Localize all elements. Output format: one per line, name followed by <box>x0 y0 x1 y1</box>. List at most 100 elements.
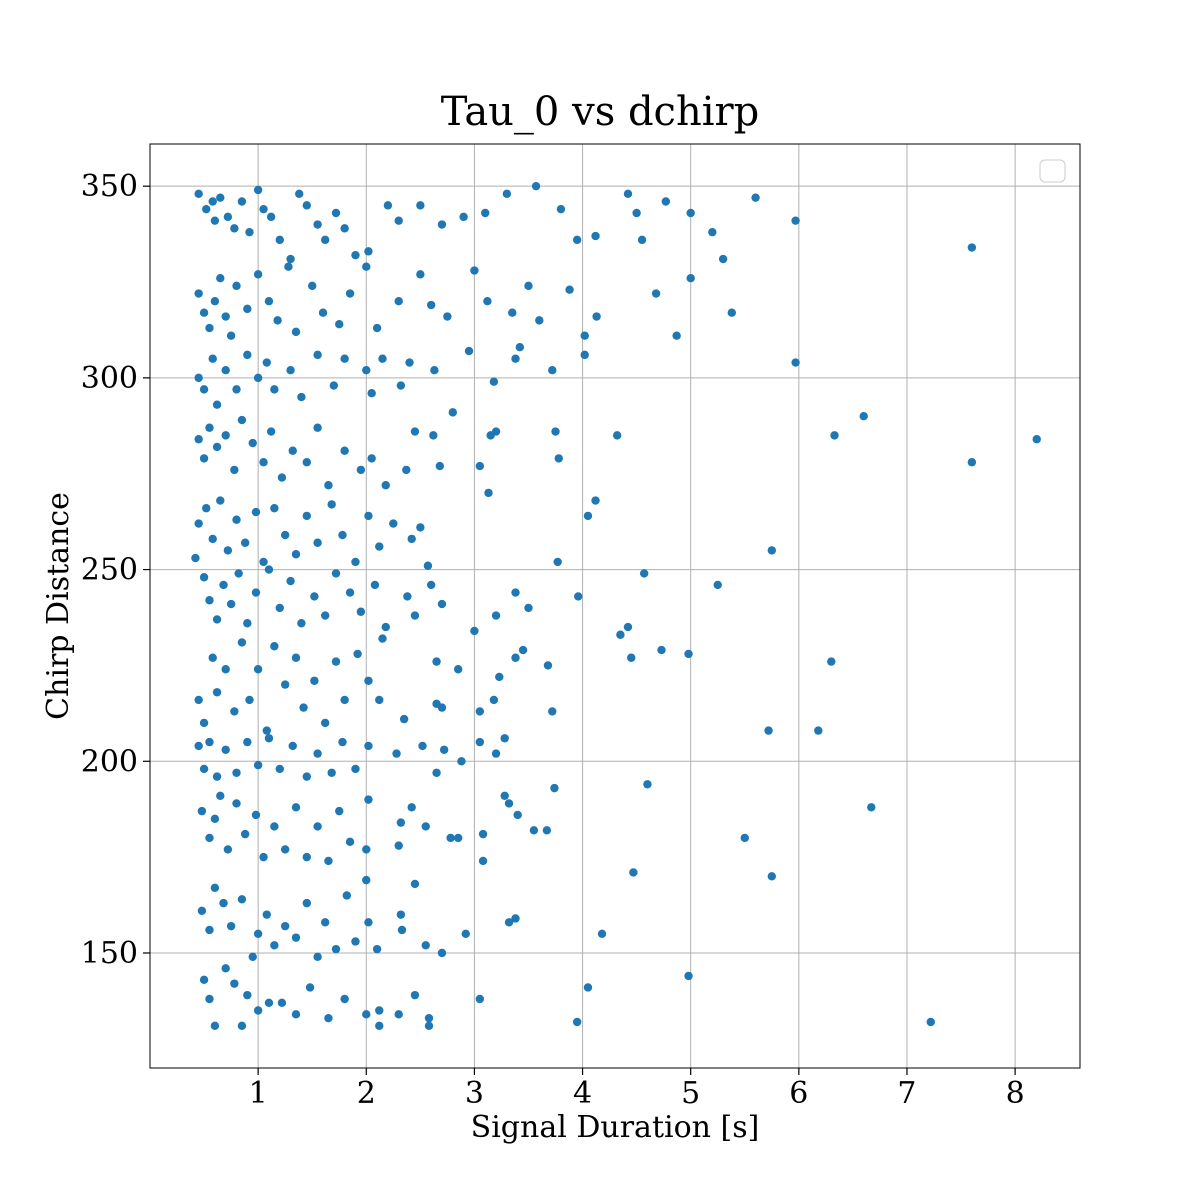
data-point <box>421 941 430 950</box>
x-tick-label: 4 <box>573 1076 592 1111</box>
data-point <box>362 262 371 271</box>
data-point <box>302 201 312 210</box>
data-point <box>513 810 522 820</box>
data-point <box>967 458 977 467</box>
data-point <box>313 350 322 360</box>
data-point <box>340 446 349 455</box>
data-point <box>397 925 407 935</box>
data-point <box>580 331 589 340</box>
data-point <box>429 431 438 440</box>
data-point <box>199 454 209 463</box>
data-point <box>392 749 401 758</box>
data-point <box>197 906 207 916</box>
data-point <box>362 875 371 885</box>
plot-frame <box>149 143 1081 1069</box>
data-point <box>297 619 306 628</box>
data-point <box>280 921 290 931</box>
data-point <box>791 216 800 225</box>
data-point <box>230 707 239 716</box>
data-point <box>394 296 403 306</box>
data-point <box>216 496 225 505</box>
data-point <box>221 431 230 440</box>
data-point <box>550 783 559 793</box>
data-point <box>727 308 736 317</box>
data-point <box>216 791 225 800</box>
data-point <box>313 952 322 962</box>
data-point <box>259 458 268 467</box>
data-point <box>199 573 209 582</box>
data-point <box>237 415 247 425</box>
data-point <box>475 707 485 716</box>
data-point <box>266 427 276 436</box>
data-point <box>475 994 485 1004</box>
data-point <box>426 580 436 590</box>
data-point <box>370 580 380 590</box>
data-point <box>194 741 203 751</box>
data-point <box>583 511 593 521</box>
data-point <box>275 235 284 245</box>
data-point <box>259 204 268 214</box>
data-point <box>232 799 241 808</box>
data-point <box>396 910 406 919</box>
data-point <box>489 377 499 386</box>
data-point <box>262 726 271 735</box>
x-tick-label: 2 <box>357 1076 376 1111</box>
data-point <box>457 757 466 766</box>
data-point <box>302 511 312 521</box>
data-point <box>591 496 600 505</box>
data-point <box>367 389 376 398</box>
data-point <box>318 308 328 317</box>
data-point <box>459 212 468 222</box>
data-point <box>245 227 254 237</box>
data-point <box>381 481 390 490</box>
data-point <box>208 534 217 544</box>
data-point <box>591 231 600 241</box>
data-point <box>212 400 222 409</box>
data-point <box>629 868 638 877</box>
data-point <box>219 580 228 590</box>
data-point <box>367 454 376 463</box>
data-point <box>623 189 633 199</box>
data-point <box>511 914 520 923</box>
data-point <box>264 565 274 574</box>
data-point <box>364 511 373 521</box>
data-point <box>210 1021 220 1031</box>
data-point <box>483 296 492 306</box>
y-tick-label: 350 <box>81 169 138 204</box>
data-point <box>270 642 279 651</box>
data-point <box>266 212 276 222</box>
data-point <box>212 615 222 624</box>
data-point <box>814 726 823 735</box>
data-point <box>830 431 839 440</box>
data-point <box>381 622 390 632</box>
data-point <box>302 898 312 908</box>
data-point <box>291 1010 301 1019</box>
data-point <box>205 323 214 333</box>
data-point <box>324 1013 333 1023</box>
data-point <box>291 933 301 942</box>
data-point <box>264 296 274 306</box>
data-point <box>313 423 322 432</box>
data-point <box>529 826 539 835</box>
data-point <box>313 220 322 229</box>
data-point <box>342 891 352 900</box>
data-point <box>551 427 560 436</box>
data-point <box>237 197 247 206</box>
data-point <box>684 649 693 659</box>
data-point <box>340 354 349 363</box>
data-point <box>262 358 271 367</box>
data-point <box>288 741 297 751</box>
data-point <box>437 599 447 609</box>
data-point <box>362 845 371 854</box>
data-point <box>291 550 301 559</box>
data-point <box>253 929 263 939</box>
data-point <box>245 695 254 705</box>
data-point <box>827 657 836 666</box>
data-point <box>583 983 593 992</box>
data-point <box>197 806 207 816</box>
y-tick-label: 300 <box>81 361 138 396</box>
data-point <box>572 1017 582 1027</box>
data-point <box>313 538 322 547</box>
data-point <box>424 1013 434 1023</box>
data-point <box>453 665 463 674</box>
